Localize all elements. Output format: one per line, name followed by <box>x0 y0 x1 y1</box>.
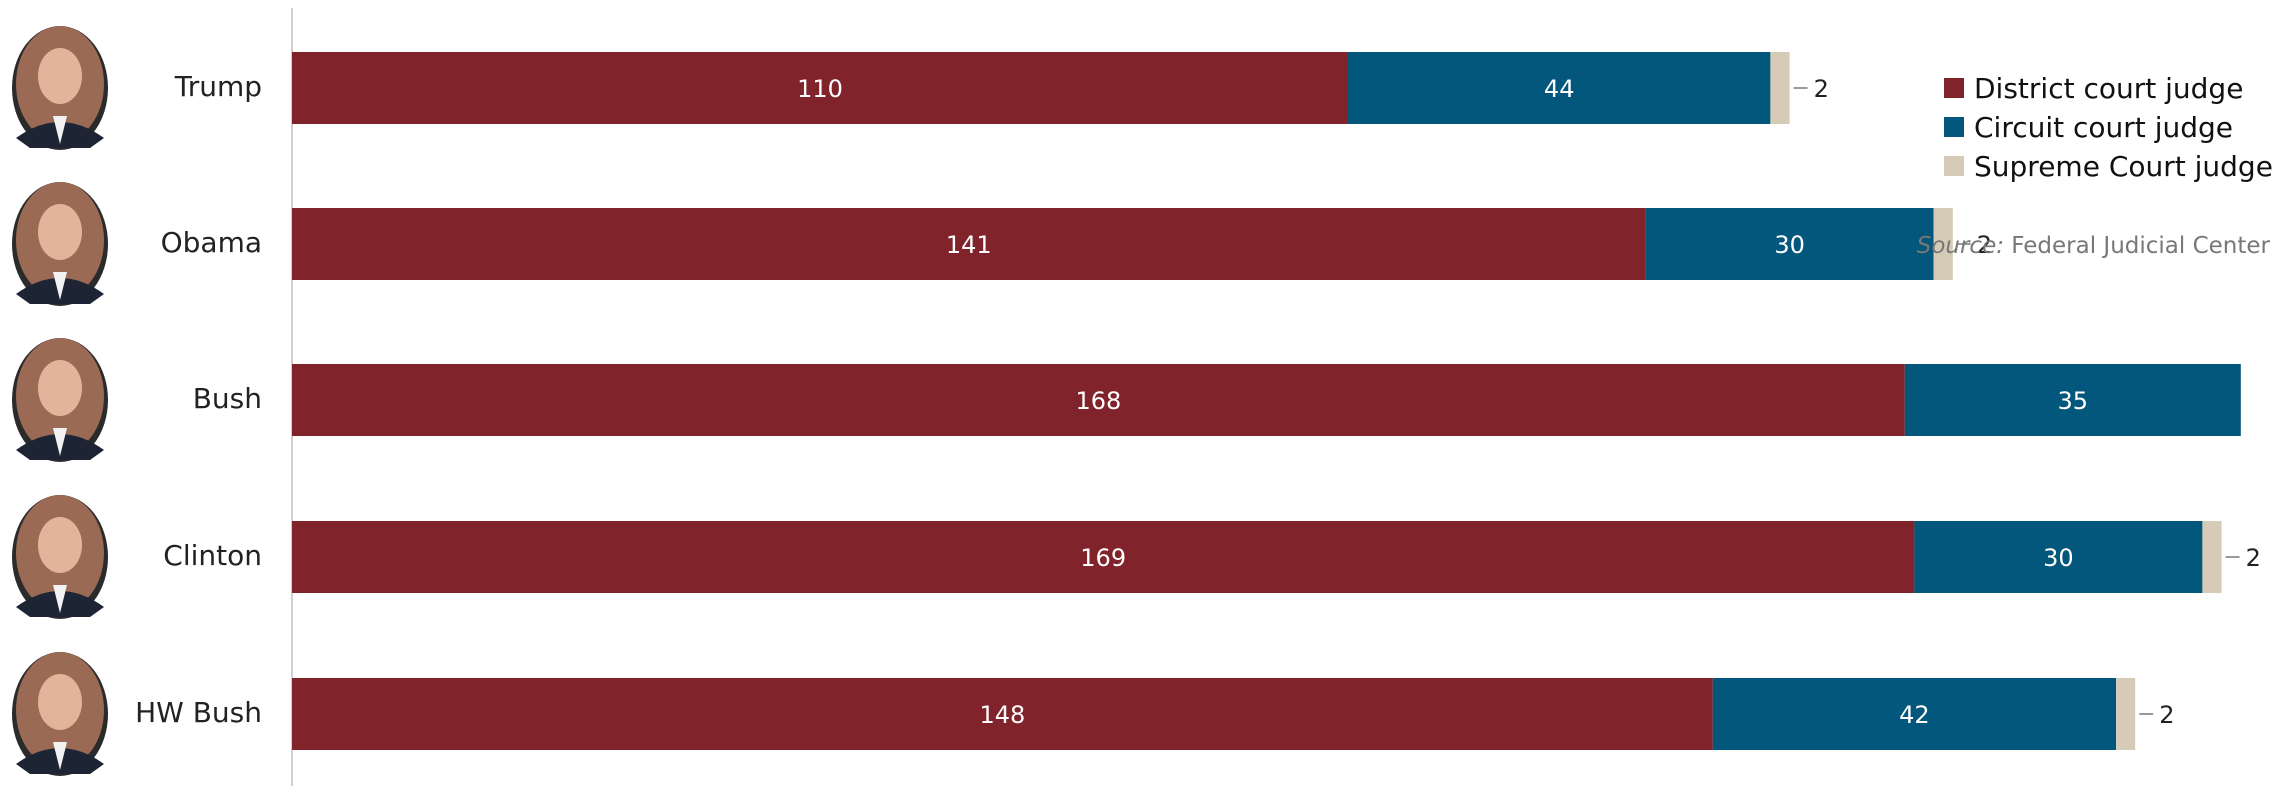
bar-circuit-trump <box>1348 52 1771 124</box>
value-label-supreme-hw-bush: 2 <box>2159 701 2174 729</box>
bar-circuit-hw-bush <box>1712 678 2116 750</box>
bar-district-trump <box>292 52 1348 124</box>
source-note: Source: Federal Judicial Center <box>1917 233 2271 259</box>
bar-district-bush <box>292 364 1905 436</box>
portrait-hw-bush <box>12 652 108 776</box>
portrait-obama <box>12 182 108 306</box>
bar-circuit-clinton <box>1914 521 2203 593</box>
legend-swatch-circuit <box>1944 117 1964 137</box>
category-label-hw-bush: HW Bush <box>135 696 262 729</box>
legend: District court judge Circuit court judge S… <box>1944 72 2273 183</box>
legend-label-district: District court judge <box>1974 72 2243 105</box>
category-label-clinton: Clinton <box>163 539 262 572</box>
value-label-supreme-trump: 2 <box>1814 75 1829 103</box>
value-label-circuit-bush: 35 <box>2058 387 2089 415</box>
value-label-district-trump: 110 <box>797 75 843 103</box>
legend-swatch-supreme <box>1944 156 1964 176</box>
bar-circuit-obama <box>1645 208 1934 280</box>
value-label-district-bush: 168 <box>1075 387 1121 415</box>
source-name: Federal Judicial Center <box>2011 233 2270 259</box>
bar-supreme-clinton <box>2202 521 2222 593</box>
category-label-obama: Obama <box>161 226 262 259</box>
bar-circuit-bush <box>1904 364 2241 436</box>
value-label-circuit-clinton: 30 <box>2043 544 2074 572</box>
legend-label-supreme: Supreme Court judge <box>1974 150 2273 183</box>
bar-district-clinton <box>292 521 1915 593</box>
value-label-circuit-hw-bush: 42 <box>1899 701 1930 729</box>
portrait-clinton <box>12 495 108 619</box>
legend-label-circuit: Circuit court judge <box>1974 111 2233 144</box>
source-prefix: Source: <box>1917 233 2004 259</box>
legend-swatch-district <box>1944 78 1964 98</box>
value-label-circuit-obama: 30 <box>1774 231 1805 259</box>
bar-supreme-obama <box>1933 208 1953 280</box>
category-label-trump: Trump <box>174 70 262 103</box>
value-label-supreme-clinton: 2 <box>2246 544 2261 572</box>
value-label-supreme-obama: 2 <box>1977 231 1992 259</box>
bar-supreme-hw-bush <box>2116 678 2136 750</box>
bar-district-obama <box>292 208 1646 280</box>
value-label-district-obama: 141 <box>946 231 992 259</box>
bar-district-hw-bush <box>292 678 1713 750</box>
category-label-bush: Bush <box>193 382 262 415</box>
bar-supreme-trump <box>1770 52 1790 124</box>
value-label-circuit-trump: 44 <box>1544 75 1575 103</box>
value-label-district-clinton: 169 <box>1080 544 1126 572</box>
value-label-district-hw-bush: 148 <box>979 701 1025 729</box>
portrait-bush <box>12 338 108 462</box>
portrait-trump <box>12 26 108 150</box>
